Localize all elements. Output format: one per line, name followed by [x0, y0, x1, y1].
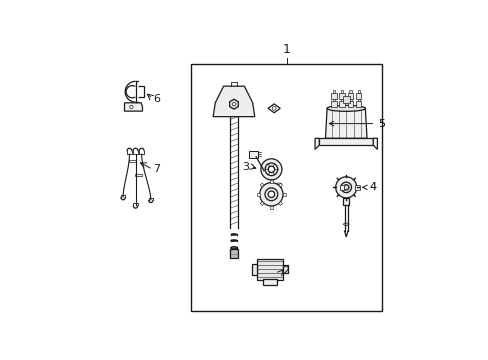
- Bar: [332, 99, 334, 101]
- Bar: [357, 99, 359, 101]
- Bar: [348, 99, 351, 101]
- Bar: [230, 249, 237, 258]
- Polygon shape: [314, 138, 319, 149]
- Bar: [343, 198, 348, 205]
- Bar: [319, 138, 372, 145]
- Text: 5: 5: [328, 118, 385, 129]
- Circle shape: [340, 182, 351, 193]
- Polygon shape: [213, 86, 254, 117]
- Circle shape: [267, 191, 274, 198]
- Bar: [339, 185, 344, 190]
- Bar: [135, 174, 142, 176]
- Bar: [347, 101, 352, 107]
- Polygon shape: [372, 138, 377, 149]
- Polygon shape: [267, 104, 280, 113]
- Circle shape: [260, 159, 282, 180]
- Circle shape: [268, 166, 274, 172]
- Text: 2: 2: [282, 266, 289, 276]
- Bar: [330, 101, 336, 107]
- Ellipse shape: [232, 247, 235, 248]
- Bar: [355, 185, 359, 190]
- Ellipse shape: [343, 223, 348, 225]
- Text: 3: 3: [242, 162, 249, 172]
- Polygon shape: [278, 183, 282, 187]
- Polygon shape: [278, 202, 282, 206]
- Bar: [340, 99, 343, 101]
- Bar: [251, 264, 257, 275]
- Circle shape: [232, 103, 235, 106]
- Bar: [283, 265, 287, 273]
- Bar: [262, 279, 277, 285]
- Circle shape: [264, 188, 277, 201]
- Bar: [340, 90, 343, 93]
- Ellipse shape: [230, 247, 237, 249]
- Text: 7: 7: [153, 164, 160, 174]
- Circle shape: [343, 185, 348, 190]
- Polygon shape: [260, 202, 264, 206]
- Bar: [357, 90, 359, 93]
- Text: 1: 1: [282, 43, 290, 56]
- Text: 6: 6: [153, 94, 160, 104]
- Ellipse shape: [232, 240, 235, 241]
- Circle shape: [272, 107, 276, 110]
- Bar: [256, 259, 283, 279]
- Circle shape: [264, 163, 277, 176]
- Polygon shape: [249, 151, 257, 158]
- Circle shape: [259, 183, 283, 206]
- Bar: [339, 101, 344, 107]
- Polygon shape: [269, 206, 272, 209]
- Bar: [355, 101, 361, 107]
- Polygon shape: [283, 193, 285, 195]
- Ellipse shape: [326, 105, 365, 111]
- Bar: [347, 93, 352, 99]
- Circle shape: [335, 177, 356, 198]
- Circle shape: [129, 105, 133, 109]
- Bar: [330, 93, 336, 99]
- Polygon shape: [269, 180, 272, 183]
- Bar: [129, 160, 136, 162]
- Bar: [342, 96, 349, 103]
- Bar: [348, 90, 351, 93]
- Ellipse shape: [231, 234, 236, 235]
- Bar: [355, 93, 361, 99]
- Polygon shape: [124, 103, 142, 111]
- Bar: [191, 64, 382, 311]
- Bar: [332, 90, 334, 93]
- Bar: [339, 93, 344, 99]
- Polygon shape: [257, 193, 259, 195]
- Ellipse shape: [230, 240, 237, 241]
- Polygon shape: [260, 183, 264, 187]
- Polygon shape: [325, 108, 366, 138]
- Text: 4: 4: [362, 183, 376, 192]
- Ellipse shape: [232, 234, 235, 235]
